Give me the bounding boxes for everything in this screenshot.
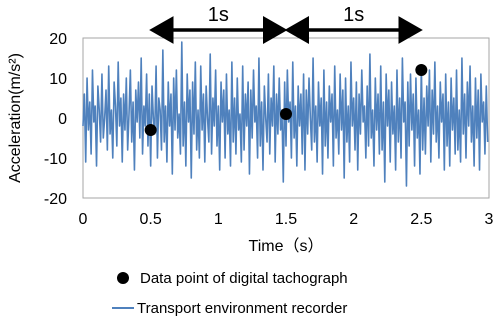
data-point-tachograph [280, 108, 292, 120]
data-point-tachograph [144, 124, 157, 136]
legend-marker-points [117, 272, 129, 284]
y-axis-ticks: 20 10 0 -10 -20 [44, 31, 67, 208]
legend-label-line: Transport environment recorder [137, 300, 347, 317]
x-tick-label: 1.5 [275, 211, 297, 228]
x-tick-label: 2.5 [410, 211, 432, 228]
x-tick-label: 0.5 [140, 211, 162, 228]
legend: Data point of digital tachograph Transpo… [112, 270, 348, 317]
x-axis-label: Time（s） [249, 237, 324, 255]
x-axis-ticks: 0 0.5 1 1.5 2 2.5 3 [79, 211, 494, 228]
y-tick-label: 0 [58, 111, 67, 128]
data-point-tachograph [415, 64, 428, 76]
series-points-group [144, 64, 428, 136]
y-tick-label: 20 [49, 31, 67, 48]
interval-annotations: 1s 1s [149, 4, 423, 44]
y-axis-label: Acceleration(m/s²) [7, 53, 24, 183]
interval-label: 1s [208, 4, 229, 26]
y-tick-label: 10 [49, 71, 67, 88]
interval-label: 1s [343, 4, 364, 26]
y-tick-label: -10 [44, 151, 67, 168]
x-tick-label: 1 [214, 211, 223, 228]
x-tick-label: 3 [485, 211, 494, 228]
x-tick-label: 0 [79, 211, 88, 228]
legend-label-points: Data point of digital tachograph [140, 270, 348, 287]
y-tick-label: -20 [44, 191, 67, 208]
x-tick-label: 2 [349, 211, 358, 228]
